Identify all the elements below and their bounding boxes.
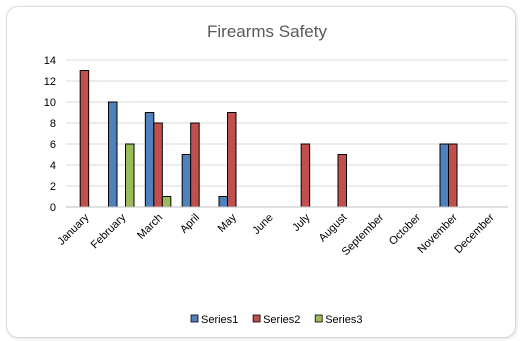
legend-label: Series3 bbox=[325, 314, 362, 326]
bar-series1 bbox=[108, 101, 118, 208]
bar-series1 bbox=[439, 143, 449, 208]
y-tick-label: 8 bbox=[50, 118, 56, 130]
x-tick-label: April bbox=[178, 212, 202, 236]
y-tick-label: 2 bbox=[50, 181, 56, 193]
x-tick-label: December bbox=[452, 211, 497, 256]
legend-label: Series2 bbox=[263, 314, 300, 326]
bar-series2 bbox=[79, 70, 90, 208]
y-tick-label: 0 bbox=[50, 202, 56, 214]
y-tick-label: 10 bbox=[44, 97, 56, 109]
bar-series2 bbox=[153, 122, 163, 208]
chart-title: Firearms Safety bbox=[207, 22, 327, 41]
bar-series2 bbox=[337, 154, 347, 208]
legend-swatch bbox=[190, 314, 199, 323]
y-axis-ticks: 0 2 4 6 8 10 12 14 bbox=[44, 55, 56, 214]
bar-series1 bbox=[181, 154, 192, 208]
bar-series2 bbox=[448, 143, 458, 208]
y-tick-label: 4 bbox=[50, 160, 56, 172]
x-tick-label: March bbox=[135, 212, 165, 242]
bar-series3 bbox=[161, 196, 172, 208]
bar-series1 bbox=[144, 112, 155, 208]
x-tick-label: July bbox=[290, 211, 313, 234]
bars bbox=[79, 70, 458, 208]
y-tick-label: 12 bbox=[44, 76, 56, 88]
gridlines bbox=[66, 59, 508, 187]
bar-series3 bbox=[125, 143, 135, 208]
x-tick-label: August bbox=[317, 212, 350, 245]
bar-series1 bbox=[218, 196, 228, 208]
chart-frame bbox=[6, 6, 516, 338]
x-tick-label: January bbox=[55, 211, 92, 248]
bar-series2 bbox=[300, 143, 311, 208]
y-tick-label: 6 bbox=[50, 139, 56, 151]
bar-series2 bbox=[190, 122, 200, 208]
y-tick-label: 14 bbox=[44, 55, 56, 67]
x-tick-label: June bbox=[250, 212, 275, 237]
legend-label: Series1 bbox=[201, 314, 238, 326]
bar-series2 bbox=[227, 112, 237, 208]
legend: Series1 Series2 Series3 bbox=[190, 314, 362, 326]
legend-swatch bbox=[252, 314, 261, 323]
x-tick-label: May bbox=[216, 211, 240, 235]
x-tick-label: October bbox=[387, 211, 423, 247]
x-tick-label: February bbox=[89, 211, 129, 251]
legend-swatch bbox=[314, 314, 323, 323]
